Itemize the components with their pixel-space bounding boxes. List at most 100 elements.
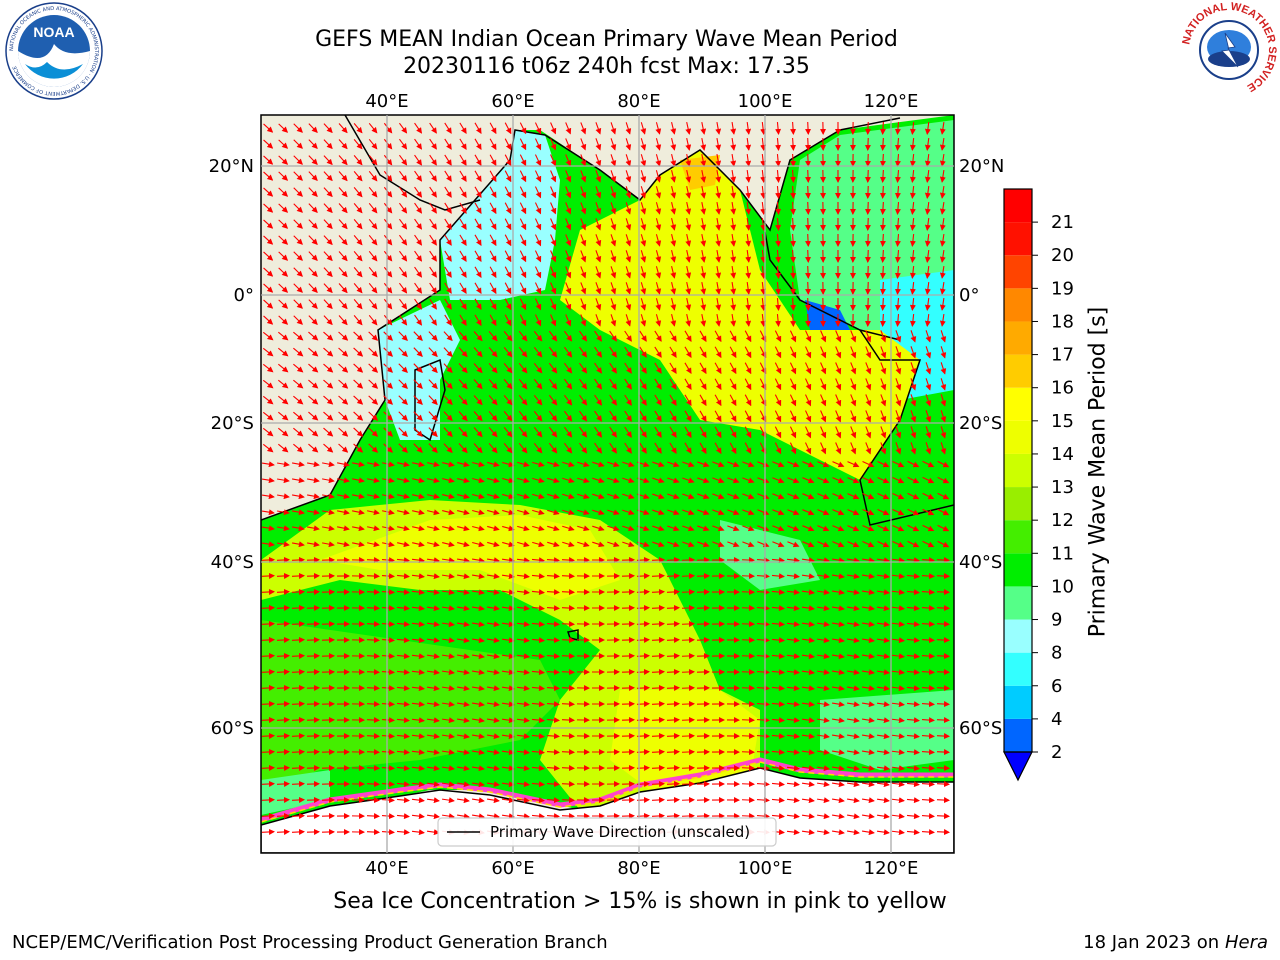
wave-arrow [338,235,348,246]
wave-arrow [655,314,662,327]
colorbar-bin [1004,420,1032,454]
wave-arrow [924,281,931,295]
wave-arrow [715,185,722,199]
wave-arrow [894,217,901,231]
wave-arrow [805,201,812,215]
wave-arrow [651,684,665,691]
wave-arrow [741,557,755,564]
wave-arrow [640,122,647,135]
noaa-logo: NOAA NATIONAL OCEANIC AND ATMOSPHERIC AD… [5,2,103,100]
wave-arrow [383,154,393,166]
colorbar-bin [1004,487,1032,521]
wave-arrow [610,218,617,231]
colorbar-bin [1004,387,1032,421]
wave-arrow [561,701,575,708]
wave-arrow [366,573,380,580]
wave-arrow [775,137,782,151]
wave-arrow [595,186,602,199]
wave-arrow [805,346,812,359]
wave-arrow [519,202,527,215]
footer-date-text: 18 Jan 2023 on [1083,932,1220,953]
wave-arrow [291,652,305,659]
wave-arrow [640,170,647,183]
wave-arrow [775,153,782,167]
wave-arrow [561,797,575,804]
wave-arrow [398,331,408,341]
wave-arrow [730,201,737,215]
lat-label-left-20s: 20°S [211,413,254,434]
colorbar-tick-label: 2 [1051,742,1062,763]
wave-arrow [610,282,617,295]
wave-arrow [595,234,602,247]
wave-arrow [323,347,334,357]
wave-arrow [666,620,680,627]
wave-arrow [261,748,275,755]
wave-arrow [489,186,497,199]
wave-arrow [459,122,467,134]
colorbar-bin [1004,520,1032,554]
wave-arrow [700,170,707,183]
wave-arrow [670,186,677,199]
colorbar-bin [1004,288,1032,322]
colorbar-tick-label: 4 [1051,709,1062,730]
wave-arrow [760,249,767,263]
wave-arrow [519,298,527,311]
wave-arrow [745,169,752,183]
wave-arrow [685,154,692,167]
wave-arrow [700,202,707,215]
wave-arrow [924,201,931,215]
wave-arrow [444,138,452,150]
wave-arrow [909,137,916,151]
wave-arrow [276,636,290,643]
wave-arrow [745,249,752,263]
wave-arrow [640,314,647,327]
wave-arrow [760,201,767,215]
wave-arrow [651,764,665,771]
wave-arrow [741,637,755,644]
wave-arrow [805,153,812,167]
wave-arrow [666,636,680,643]
lon-label-top-40e: 40°E [365,91,408,112]
wave-arrow [261,604,275,611]
wave-arrow [655,186,662,199]
colorbar-tick-label: 14 [1051,444,1074,465]
wave-arrow [504,202,512,215]
wave-arrow [625,266,632,279]
wave-arrow [565,250,572,263]
wave-arrow [504,314,512,327]
wave-arrow [651,780,665,787]
wave-arrow [474,122,482,135]
wave-arrow [308,203,318,214]
wave-arrow [368,154,378,166]
wave-arrow [458,347,468,358]
wave-arrow [651,716,665,723]
wave-arrow [790,185,797,199]
wave-arrow [879,153,886,167]
wave-arrow [444,298,452,310]
wave-arrow [879,169,886,183]
wave-arrow [293,155,303,165]
wave-arrow [579,346,588,358]
wave-arrow [503,331,513,342]
wave-arrow [700,234,707,247]
wave-arrow [936,573,950,580]
wave-arrow [775,313,782,327]
colorbar-tick-label: 19 [1051,278,1074,299]
wave-arrow [261,812,275,819]
wave-arrow [565,282,572,295]
wave-arrow [489,170,497,183]
wave-arrow [790,249,797,263]
wave-arrow [398,314,408,326]
wave-arrow [308,267,318,278]
wave-arrow [669,330,677,342]
wave-arrow [805,121,812,135]
wave-arrow [685,298,692,311]
wave-arrow [715,217,722,231]
wave-arrow [459,282,467,294]
wave-arrow [595,298,602,311]
wave-arrow [666,716,680,723]
wave-arrow [741,669,755,676]
wave-arrow [640,282,647,295]
wave-arrow [323,155,333,166]
